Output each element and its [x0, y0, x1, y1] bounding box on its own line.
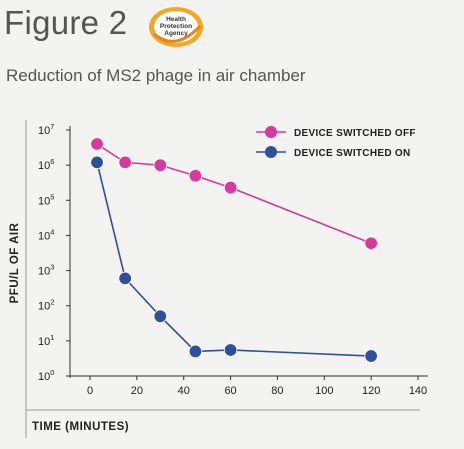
health-protection-agency-logo: Health Protection Agency: [146, 4, 206, 50]
x-tick-label-2: 40: [178, 385, 190, 397]
series-0-point-4: [223, 180, 238, 195]
series-line-1: [96, 162, 372, 357]
legend-marker-1: [265, 146, 277, 158]
y-tick-label-3: 103: [38, 263, 54, 278]
series-0-point-5: [364, 236, 378, 250]
hpa-logo-icon: Health Protection Agency: [149, 7, 203, 47]
x-tick-label-0: 0: [87, 385, 93, 397]
series-0-point-0: [90, 137, 104, 151]
figure-label: Figure 2: [4, 4, 128, 41]
y-tick-label-1: 101: [38, 333, 54, 348]
series-1-point-4: [223, 343, 238, 357]
y-tick-label-4: 104: [38, 227, 54, 242]
y-tick-label-6: 106: [38, 157, 54, 172]
x-tick-label-7: 140: [409, 385, 427, 397]
x-tick-label-5: 100: [315, 385, 333, 397]
logo-line-2: Protection: [160, 23, 192, 30]
y-axis-label: PFU/L OF AIR: [9, 222, 21, 303]
x-tick-label-1: 20: [131, 385, 143, 397]
series-1-point-5: [364, 349, 378, 363]
y-tick-label-7: 107: [38, 122, 54, 137]
chart-title: Reduction of MS2 phage in air chamber: [6, 66, 306, 85]
series-0-point-1: [118, 155, 132, 170]
legend-marker-0: [265, 126, 277, 138]
y-tick-label-5: 105: [38, 192, 54, 207]
series-1-point-2: [153, 309, 167, 323]
logo-line-1: Health: [166, 16, 186, 23]
series-1-point-3: [188, 344, 203, 359]
x-tick-label-3: 60: [224, 385, 236, 397]
logo-line-3: Agency: [164, 30, 188, 37]
series-1-point-0: [90, 155, 104, 170]
series-0-point-3: [188, 169, 203, 183]
x-tick-label-4: 80: [271, 385, 283, 397]
series-0-point-2: [153, 158, 167, 172]
x-tick-label-6: 120: [362, 385, 380, 397]
y-tick-label-0: 100: [38, 368, 54, 383]
y-tick-label-2: 102: [38, 298, 54, 313]
legend-label-0: DEVICE SWITCHED OFF: [294, 128, 416, 139]
x-axis-label: TIME (MINUTES): [32, 421, 129, 433]
legend-label-1: DEVICE SWITCHED ON: [294, 148, 411, 159]
series-1-point-1: [118, 271, 132, 286]
